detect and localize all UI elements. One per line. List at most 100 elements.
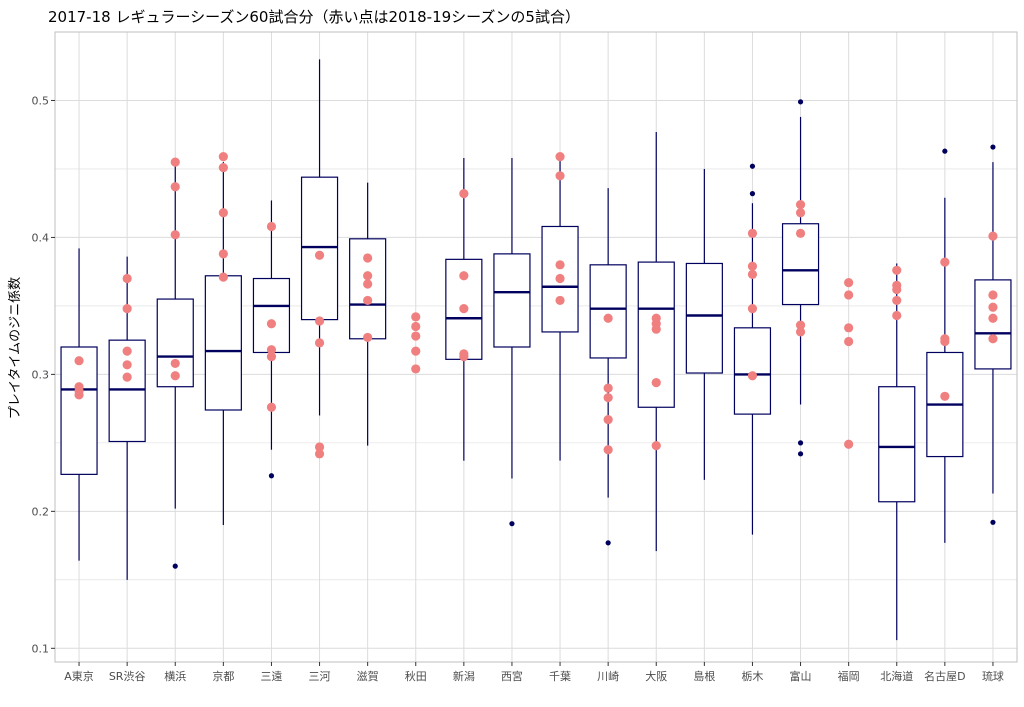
y-tick-label: 0.5 [32,94,50,107]
points-2018-19-series [74,152,998,459]
point-2018-19 [363,279,373,289]
y-tick-label: 0.4 [32,231,50,244]
point-2018-19 [122,273,132,284]
point-2018-19 [844,439,854,449]
x-tick-label: 秋田 [405,669,427,683]
x-tick-label: 福岡 [838,669,860,683]
point-2018-19 [122,304,132,314]
point-2018-19 [555,273,565,284]
point-2018-19 [122,346,132,356]
point-2018-19 [122,372,132,382]
grid-lines [55,32,1017,662]
outlier-point [749,163,756,169]
axes: 0.1 0.2 0.3 0.4 0.5 A東京 SR渋谷 横浜 京都 三遠 三河 滋賀 秋田 新潟 西宮 千葉… [32,31,1018,683]
point-2018-19 [411,312,421,322]
point-2018-19 [747,269,758,280]
point-2018-19 [651,324,661,334]
x-tick-label: 琉球 [982,669,1004,683]
point-2018-19 [363,271,373,281]
point-2018-19 [122,360,132,370]
outlier-point [942,148,948,154]
point-2018-19 [747,371,758,381]
point-2018-19 [988,302,998,312]
point-2018-19 [555,152,565,162]
x-tick-label: 滋賀 [357,670,379,683]
x-tick-label: 三河 [309,670,331,683]
point-2018-19 [603,445,613,455]
x-tick-label: 栃木 [741,669,763,683]
point-2018-19 [218,162,228,173]
point-2018-19 [603,313,613,323]
point-2018-19 [74,356,84,366]
point-2018-19 [266,345,277,355]
x-tick-label: 富山 [790,669,812,683]
point-2018-19 [411,346,421,356]
point-2018-19 [314,316,325,326]
point-2018-19 [747,228,758,238]
x-tick-label: 名古屋D [924,669,965,683]
point-2018-19 [170,230,180,240]
y-axis-label: プレイタイムのジニ係数 [8,277,23,419]
point-2018-19 [411,331,421,341]
outlier-point [797,440,804,446]
point-2018-19 [363,253,373,263]
box-iqr [589,264,627,359]
point-2018-19 [459,304,469,314]
y-tick-label: 0.2 [32,505,50,518]
point-2018-19 [651,441,661,451]
point-2018-19 [844,290,854,300]
point-2018-19 [363,295,373,306]
outlier-point [268,473,275,479]
outlier-point [990,144,996,150]
box-iqr [252,277,291,354]
point-2018-19 [892,284,902,295]
x-tick-label: 千葉 [549,669,571,683]
point-2018-19 [603,383,613,393]
box-iqr [733,327,772,415]
x-tick-label: 三遠 [260,670,282,683]
point-2018-19 [795,327,806,337]
x-tick-label: 川崎 [597,669,619,683]
x-tick-label: 京都 [212,669,234,683]
box-series [60,59,1012,641]
outlier-point [605,540,611,546]
x-tick-label: 新潟 [453,669,475,683]
point-2018-19 [555,260,565,270]
point-2018-19 [603,414,613,425]
outlier-point [797,451,804,457]
point-2018-19 [844,336,854,347]
point-2018-19 [795,199,806,210]
point-2018-19 [988,313,998,323]
box-iqr [204,275,242,411]
point-2018-19 [844,278,854,288]
point-2018-19 [314,449,325,459]
outlier-point [797,99,804,105]
point-2018-19 [892,295,902,306]
point-2018-19 [555,295,565,306]
x-tick-label: 横浜 [164,669,186,683]
point-2018-19 [74,390,84,400]
point-2018-19 [988,334,998,344]
point-2018-19 [892,310,902,321]
chart-title: 2017-18 レギュラーシーズン60試合分（赤い点は2018-19シーズンの5… [48,8,580,26]
point-2018-19 [218,208,228,218]
outlier-point [990,519,996,525]
point-2018-19 [170,182,180,192]
point-2018-19 [940,257,950,267]
x-tick-label: 西宮 [501,669,523,683]
point-2018-19 [266,319,277,329]
point-2018-19 [266,402,277,412]
outlier-point [172,563,178,569]
point-2018-19 [459,189,469,199]
point-2018-19 [988,290,998,300]
outlier-point [749,191,756,197]
point-2018-19 [266,221,277,232]
x-tick-label: 大阪 [645,669,667,683]
point-2018-19 [651,378,661,388]
point-2018-19 [314,338,325,348]
box-iqr [493,253,531,348]
point-2018-19 [988,231,998,241]
point-2018-19 [170,157,180,167]
outlier-point [509,521,515,527]
point-2018-19 [170,358,180,369]
